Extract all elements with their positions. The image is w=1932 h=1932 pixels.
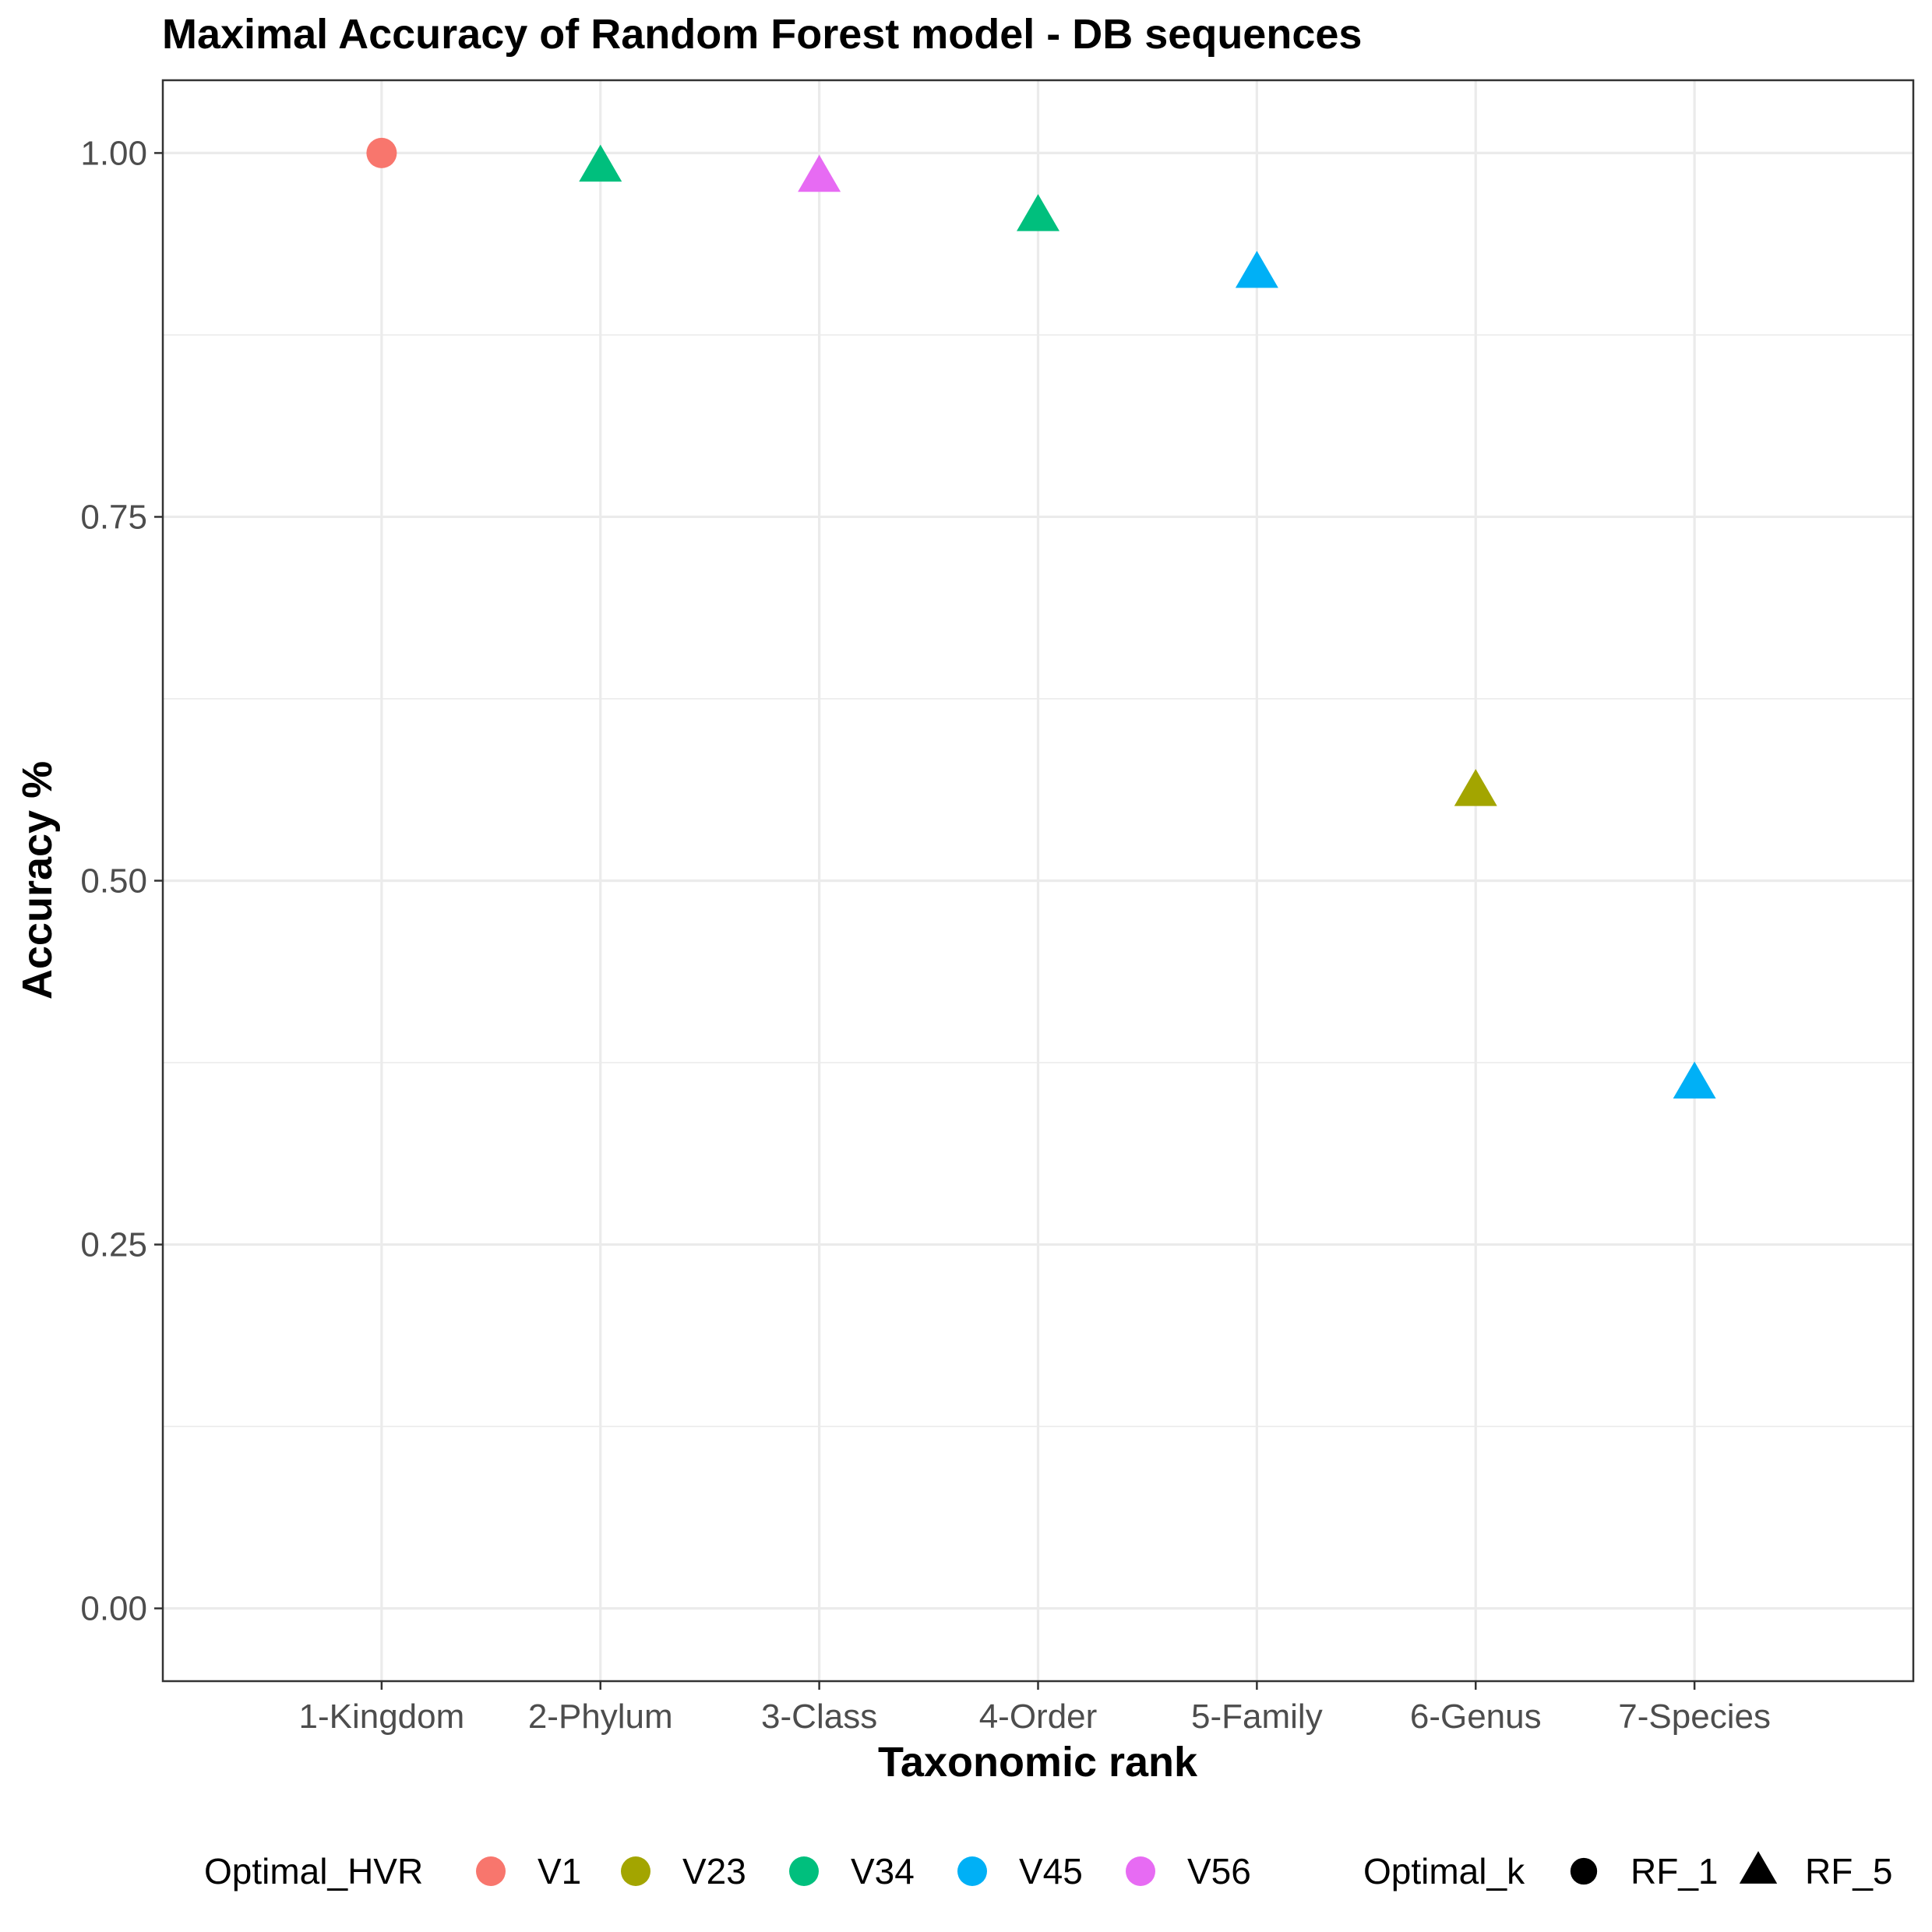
legend-title-hvr: Optimal_HVR [204, 1851, 423, 1891]
x-tick-label: 3-Class [761, 1698, 877, 1736]
x-tick-label: 5-Family [1191, 1698, 1323, 1736]
legend-label: V45 [1019, 1851, 1083, 1891]
data-points [366, 137, 1716, 1099]
y-tick-label: 0.50 [80, 862, 147, 901]
legend-key [1739, 1851, 1778, 1884]
x-tick-label: 2-Phylum [528, 1698, 673, 1736]
legend-key [476, 1856, 506, 1886]
y-axis: 0.00 0.25 0.50 0.75 1.00 [80, 134, 163, 1628]
data-point [1673, 1061, 1716, 1099]
x-tick-label: 7-Species [1618, 1698, 1771, 1736]
data-point [798, 154, 841, 192]
data-point [1017, 194, 1059, 231]
x-tick-label: 6-Genus [1410, 1698, 1542, 1736]
y-tick-label: 0.25 [80, 1226, 147, 1264]
legend-key [789, 1856, 819, 1886]
y-tick-label: 0.00 [80, 1590, 147, 1628]
data-point [579, 144, 622, 182]
legend-key [1126, 1856, 1155, 1886]
legend-key [1570, 1857, 1598, 1885]
legend-title-k: Optimal_k [1363, 1851, 1525, 1891]
legend-label: RF_5 [1805, 1851, 1892, 1891]
legend: Optimal_HVR V1 V23 V34 V45 V56 Optimal_k RF_1 RF… [204, 1851, 1892, 1891]
data-point [1235, 251, 1278, 288]
grid [163, 80, 1913, 1681]
data-point [1454, 769, 1497, 806]
legend-key [957, 1856, 987, 1886]
x-tick-label: 1-Kingdom [298, 1698, 464, 1736]
y-tick-label: 0.75 [80, 498, 147, 536]
legend-label: V23 [682, 1851, 746, 1891]
x-axis: 1-Kingdom 2-Phylum 3-Class 4-Order 5-Family 6… [298, 1681, 1771, 1736]
legend-label: V1 [538, 1851, 581, 1891]
y-axis-title: Accuracy % [14, 761, 61, 999]
x-tick-label: 4-Order [979, 1698, 1098, 1736]
legend-key [621, 1856, 650, 1886]
chart-title: Maximal Accuracy of Random Forest model … [162, 11, 1362, 58]
legend-label: RF_1 [1631, 1851, 1718, 1891]
legend-label: V34 [851, 1851, 915, 1891]
data-point [366, 137, 397, 168]
legend-label: V56 [1187, 1851, 1251, 1891]
x-axis-title: Taxonomic rank [878, 1739, 1198, 1786]
y-tick-label: 1.00 [80, 134, 147, 172]
